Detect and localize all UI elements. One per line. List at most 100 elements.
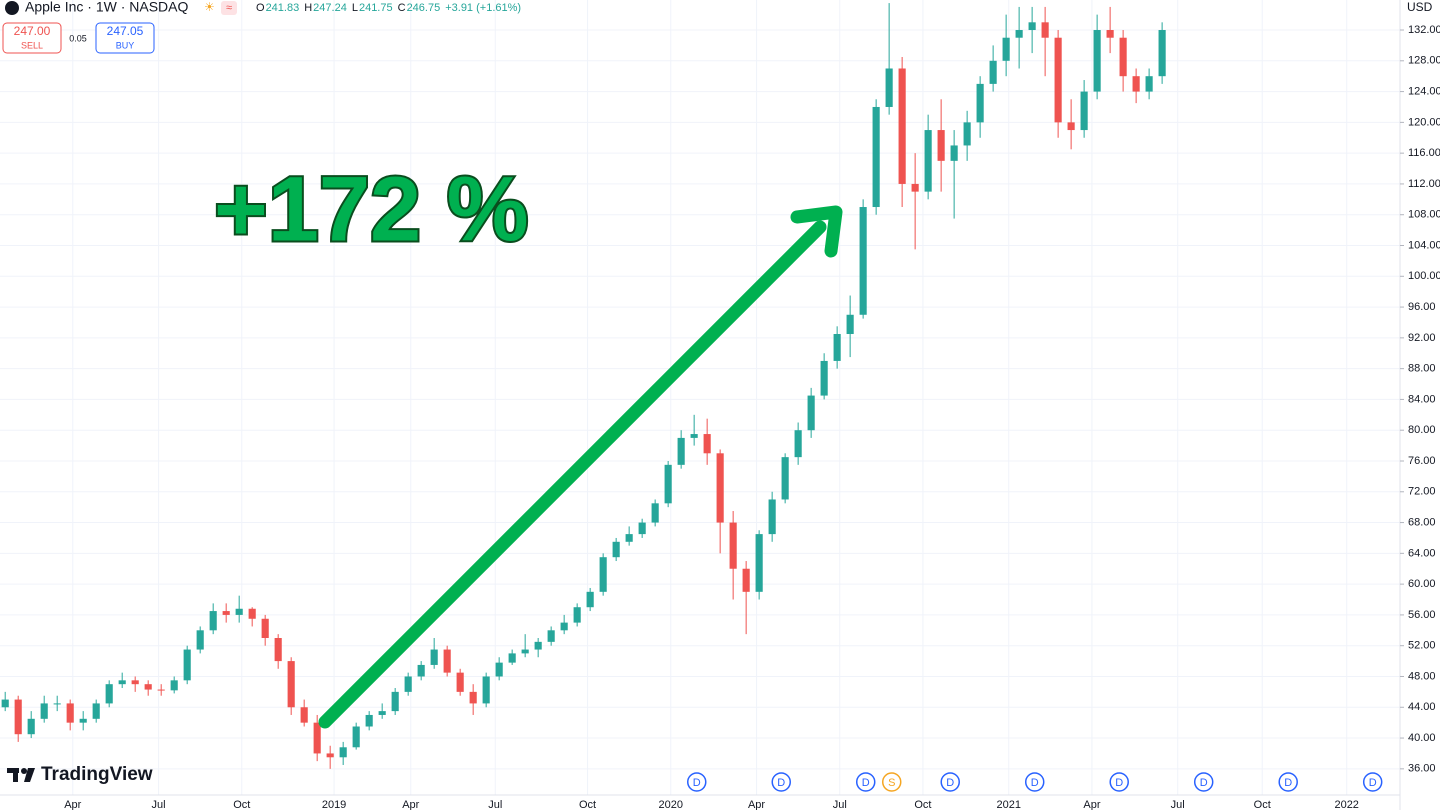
candles bbox=[1, 3, 1166, 769]
sell-button[interactable] bbox=[2, 22, 62, 54]
candle-body bbox=[1106, 30, 1114, 38]
candle-body bbox=[430, 649, 438, 665]
event-marker[interactable] bbox=[1109, 772, 1129, 792]
y-tick-label: 44.00 bbox=[1408, 701, 1436, 713]
candle-body bbox=[339, 747, 347, 758]
event-marker[interactable] bbox=[855, 772, 876, 792]
y-tick-label: 108.00 bbox=[1408, 209, 1440, 221]
candle-body bbox=[365, 714, 373, 727]
candle-body bbox=[456, 672, 464, 692]
x-tick-label: Jul bbox=[488, 799, 502, 810]
candle-body bbox=[729, 522, 737, 569]
y-tick-label: 128.00 bbox=[1408, 55, 1440, 67]
candle-body bbox=[872, 106, 880, 208]
candle-body bbox=[1028, 22, 1036, 31]
event-label: D bbox=[946, 777, 954, 789]
candle-body bbox=[508, 653, 516, 663]
candle-body bbox=[118, 680, 126, 685]
event-marker[interactable] bbox=[687, 772, 707, 792]
candle-body bbox=[963, 122, 971, 146]
y-tick-label: 72.00 bbox=[1408, 486, 1436, 498]
ohlc-key: L bbox=[352, 2, 358, 14]
ohlc-value: 241.75 bbox=[359, 2, 393, 14]
event-marker[interactable] bbox=[1278, 772, 1298, 792]
candle-body bbox=[521, 649, 529, 654]
candle-body bbox=[105, 684, 113, 704]
x-tick-label: Jul bbox=[833, 799, 847, 810]
symbol-icon bbox=[5, 1, 19, 15]
event-marker[interactable] bbox=[1362, 772, 1383, 792]
status-icon: ≈ bbox=[226, 2, 232, 14]
candle-body bbox=[40, 703, 48, 719]
candle-body bbox=[1080, 91, 1088, 131]
candle-body bbox=[885, 68, 893, 107]
candle-body bbox=[807, 395, 815, 431]
ohlc-value: 246.75 bbox=[407, 2, 441, 14]
candle-body bbox=[1132, 76, 1140, 92]
candle-body bbox=[300, 707, 308, 723]
event-marker[interactable] bbox=[771, 772, 791, 792]
ohlc-value: 247.24 bbox=[313, 2, 347, 14]
candle-body bbox=[1, 699, 9, 708]
candle-body bbox=[547, 630, 555, 642]
event-marker[interactable] bbox=[1024, 772, 1045, 792]
candle-body bbox=[755, 534, 763, 592]
status-badge bbox=[221, 1, 237, 15]
candle-body bbox=[716, 453, 724, 523]
y-tick-label: 40.00 bbox=[1408, 732, 1436, 744]
y-tick-label: 124.00 bbox=[1408, 85, 1440, 97]
candle-body bbox=[781, 457, 789, 500]
y-tick-label: 68.00 bbox=[1408, 516, 1436, 528]
x-tick-label: Apr bbox=[748, 799, 765, 810]
candle-body bbox=[950, 145, 958, 161]
candle-body bbox=[183, 649, 191, 681]
candle-body bbox=[222, 611, 230, 615]
y-tick-label: 116.00 bbox=[1408, 147, 1440, 159]
y-tick-label: 36.00 bbox=[1408, 763, 1436, 775]
x-tick-label: 2020 bbox=[659, 799, 683, 810]
candle-body bbox=[898, 68, 906, 184]
candle-body bbox=[92, 703, 100, 719]
candle-body bbox=[911, 183, 919, 192]
event-marker[interactable] bbox=[881, 772, 902, 792]
x-tick-label: 2019 bbox=[322, 799, 346, 810]
candle-body bbox=[235, 608, 243, 615]
candle-body bbox=[690, 434, 698, 438]
buy-button[interactable] bbox=[95, 22, 155, 54]
candle-body bbox=[586, 591, 594, 608]
event-label: S bbox=[888, 777, 895, 789]
y-tick-label: 64.00 bbox=[1408, 547, 1436, 559]
candle-body bbox=[1093, 30, 1101, 92]
candle-body bbox=[53, 703, 61, 705]
y-tick-label: 56.00 bbox=[1408, 609, 1436, 621]
candle-body bbox=[599, 557, 607, 592]
candle-body bbox=[261, 618, 269, 639]
event-marker[interactable] bbox=[1193, 772, 1214, 792]
y-tick-label: 48.00 bbox=[1408, 670, 1436, 682]
currency[interactable]: USD bbox=[1407, 0, 1433, 14]
candle-body bbox=[1054, 37, 1062, 123]
candle-body bbox=[612, 541, 620, 558]
event-label: D bbox=[1031, 777, 1039, 789]
candle-body bbox=[534, 641, 542, 650]
axes: 36.00 40.00 44.00 48.00 52.00 56.00 60.00 64.00… bbox=[64, 24, 1440, 810]
candle-body bbox=[443, 649, 451, 673]
candle-body bbox=[1067, 122, 1075, 131]
event-label: D bbox=[1369, 777, 1377, 789]
x-tick-label: 2022 bbox=[1334, 799, 1358, 810]
y-tick-label: 76.00 bbox=[1408, 455, 1436, 467]
x-tick-label: 2021 bbox=[996, 799, 1020, 810]
candle-body bbox=[625, 534, 633, 542]
ohlc-value: 241.83 bbox=[266, 2, 300, 14]
event-marker[interactable] bbox=[940, 772, 960, 792]
y-tick-label: 104.00 bbox=[1408, 239, 1440, 251]
candle-body bbox=[326, 753, 334, 758]
logo-text: TradingView bbox=[41, 764, 153, 785]
y-tick-label: 88.00 bbox=[1408, 363, 1436, 375]
buy-price: 247.05 bbox=[107, 24, 144, 38]
x-tick-label: Apr bbox=[64, 799, 81, 810]
candle-body bbox=[638, 522, 646, 535]
candle-body bbox=[170, 680, 178, 691]
candle-body bbox=[937, 130, 945, 161]
